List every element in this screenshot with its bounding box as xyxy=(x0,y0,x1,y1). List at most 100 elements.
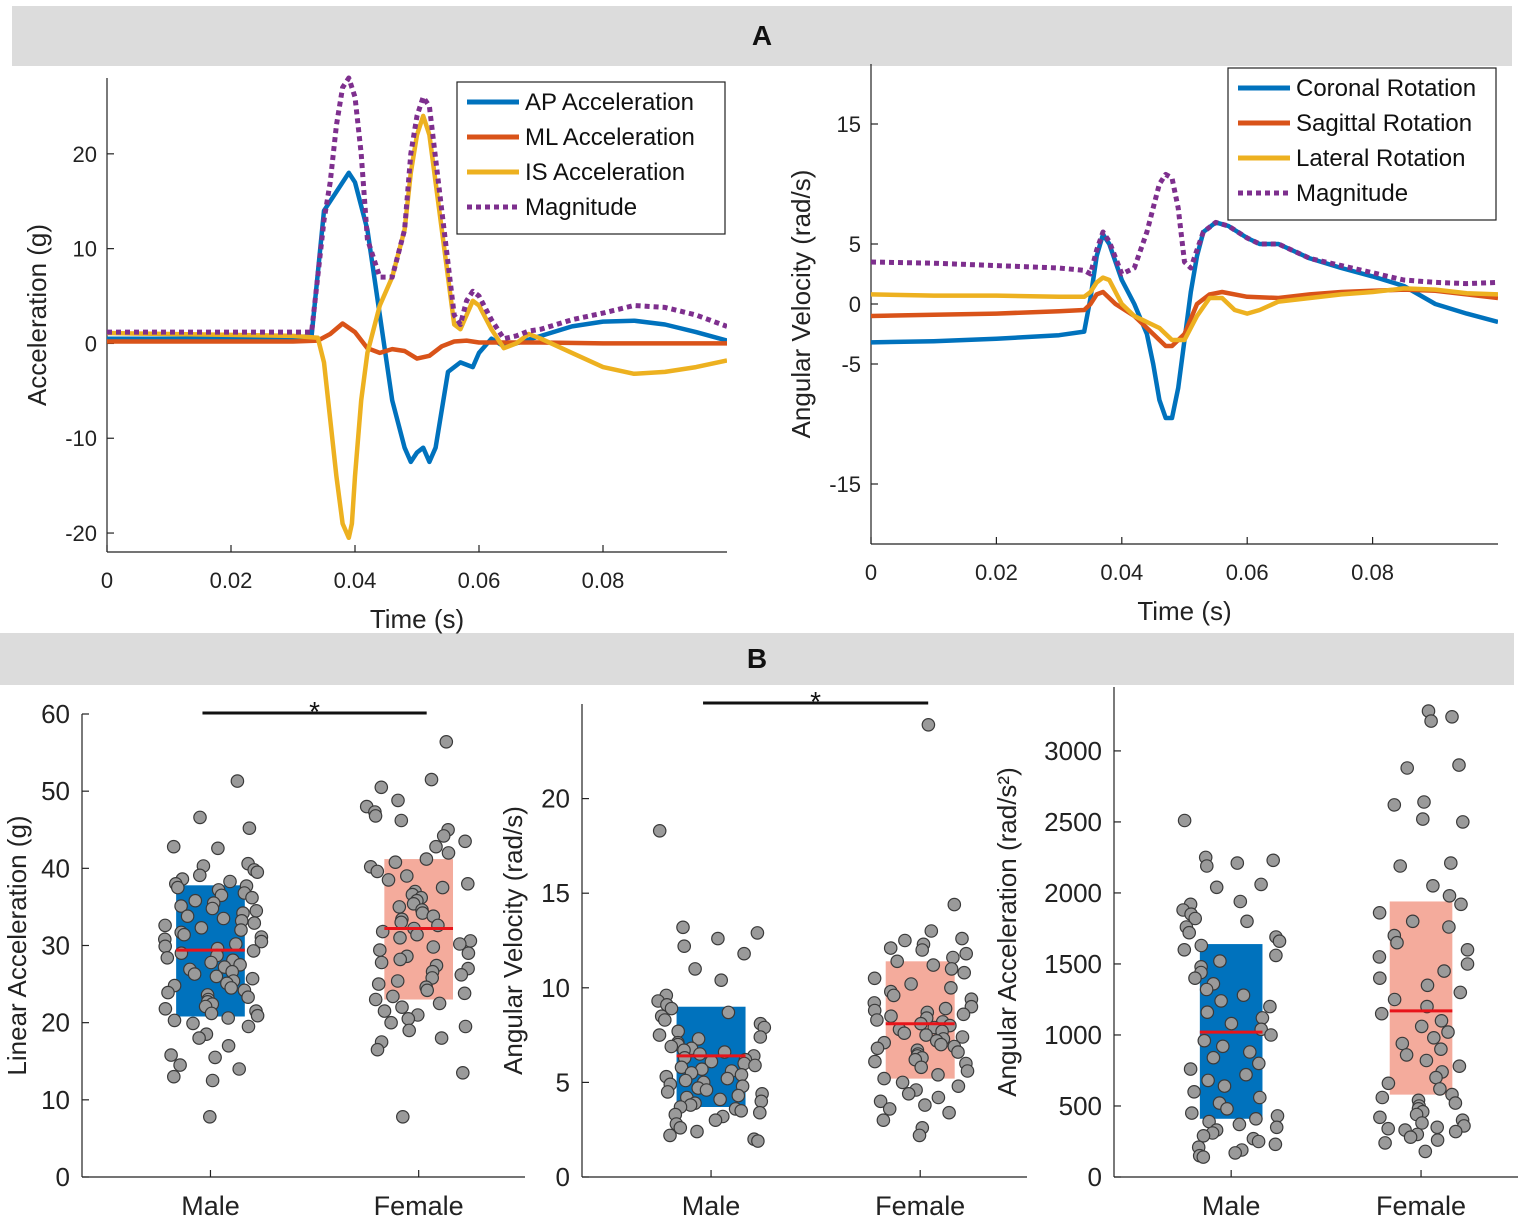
angacc_box-point-male xyxy=(1209,880,1224,895)
angvel_box-y-axis-title: Angular Velocity (rad/s) xyxy=(498,806,528,1075)
angacc_box-point-female xyxy=(1437,964,1451,978)
panel-a-label: A xyxy=(751,20,773,51)
angacc_box-point-female xyxy=(1381,1076,1396,1091)
panel-b-label: B xyxy=(746,643,768,674)
linacc-point-female xyxy=(394,813,409,828)
angvel_box-point-male xyxy=(663,1128,677,1143)
linacc-point-female xyxy=(399,869,414,883)
linacc-point-female xyxy=(439,734,454,749)
angacc_box-point-male xyxy=(1188,911,1202,926)
angacc_box-point-female xyxy=(1442,888,1457,903)
angacc_box-point-male xyxy=(1232,1117,1247,1132)
linacc-point-female xyxy=(371,977,386,991)
accel-series-is-acceleration xyxy=(107,113,727,541)
angacc_box-point-female xyxy=(1454,897,1468,912)
angacc_box-chart: 0 500 1000 1500 2000 2500 3000 Male Female Angula… xyxy=(992,687,1518,1221)
angacc_box-point-male xyxy=(1220,1102,1234,1116)
angacc_box-point-male xyxy=(1252,1056,1266,1071)
angvel_box-category-label-female: Female xyxy=(875,1191,965,1221)
linacc-point-female xyxy=(454,967,469,982)
linacc-category-label-male: Male xyxy=(181,1191,240,1221)
angacc_box-point-male xyxy=(1249,1112,1263,1126)
angacc_box-point-female xyxy=(1441,1025,1455,1039)
angvel_box-point-female xyxy=(931,1068,945,1082)
angvel_box-point-female xyxy=(873,1094,888,1109)
angvel_box-point-female xyxy=(938,1001,953,1016)
angacc_box-category-label-female: Female xyxy=(1376,1191,1466,1221)
angacc_box-point-male xyxy=(1196,1150,1211,1164)
angvel_box-point-female xyxy=(944,980,958,995)
angvel-x-tick-label: 0 xyxy=(865,560,877,585)
angacc_box-point-female xyxy=(1399,1048,1414,1062)
angacc_box-point-male xyxy=(1177,942,1192,957)
linacc-point-male xyxy=(167,1069,181,1084)
angvel_box-y-tick-label: 5 xyxy=(556,1067,570,1097)
linacc-y-tick-label: 10 xyxy=(41,1085,70,1115)
angacc_box-point-male xyxy=(1188,971,1202,985)
angacc_box-category-label-male: Male xyxy=(1202,1191,1261,1221)
angacc_box-y-tick-label: 3000 xyxy=(1044,736,1102,766)
accel-series-ml-acceleration xyxy=(107,321,727,361)
angvel_box-point-female xyxy=(870,1013,884,1027)
angvel_box-chart: 0 5 10 15 20 Male Female Angular Velocity (rad/… xyxy=(498,686,1027,1221)
panel-b-header: B xyxy=(0,633,1514,685)
linacc-point-female xyxy=(390,974,405,988)
accel-y-tick-label: 20 xyxy=(73,142,97,167)
accel-y-tick-label: 10 xyxy=(73,237,97,262)
angvel_box-point-female xyxy=(924,924,939,938)
angacc_box-point-male xyxy=(1200,859,1214,873)
angacc_box-point-male xyxy=(1239,1067,1253,1082)
angvel_box-point-female xyxy=(890,954,904,969)
angacc_box-point-female xyxy=(1433,1082,1447,1096)
linacc-point-male xyxy=(224,981,238,995)
linacc-point-female xyxy=(419,852,434,866)
angacc_box-point-female xyxy=(1452,1059,1467,1073)
accel-y-tick-label: -10 xyxy=(65,426,97,451)
angacc_box-point-male xyxy=(1214,994,1228,1008)
angacc_box-y-tick-label: 1000 xyxy=(1044,1020,1102,1050)
angacc_box-y-tick-label: 2000 xyxy=(1044,878,1102,908)
angacc_box-point-female xyxy=(1400,761,1414,775)
linacc-point-male xyxy=(158,918,172,933)
angvel_box-point-male xyxy=(751,1134,765,1148)
linacc-point-female xyxy=(402,1023,416,1038)
angacc_box-point-female xyxy=(1460,942,1475,957)
linacc-point-male xyxy=(204,1006,219,1021)
angvel_box-point-male xyxy=(676,920,690,935)
linacc-category-label-female: Female xyxy=(374,1191,464,1221)
angacc_box-point-female xyxy=(1381,1121,1395,1136)
accel-y-tick-label: 0 xyxy=(85,331,97,356)
angvel_box-point-male xyxy=(690,1124,704,1139)
linacc-point-female xyxy=(386,989,400,1004)
angvel_box-point-male xyxy=(660,1085,675,1099)
angacc_box-point-female xyxy=(1372,905,1387,920)
angacc_box-point-female xyxy=(1375,1090,1390,1105)
linacc-point-male xyxy=(242,821,257,835)
angvel_box-point-male xyxy=(699,1083,714,1097)
linacc-point-female xyxy=(434,1031,449,1045)
linacc-y-tick-label: 50 xyxy=(41,776,70,806)
angacc_box-y-tick-label: 500 xyxy=(1059,1091,1102,1121)
accel-legend-label: AP Acceleration xyxy=(525,89,694,116)
linacc-point-female xyxy=(395,1110,410,1124)
angvel_box-point-female xyxy=(951,1079,966,1093)
linacc-point-female xyxy=(455,1066,470,1080)
linacc-point-male xyxy=(166,839,181,854)
angvel_box-point-male xyxy=(708,1113,723,1127)
angacc_box-point-male xyxy=(1268,1137,1283,1152)
angvel_box-point-male xyxy=(691,1032,706,1046)
angacc_box-point-male xyxy=(1200,1005,1215,1019)
angacc_box-point-male xyxy=(1270,1109,1285,1123)
angvel_box-y-tick-label: 0 xyxy=(556,1162,570,1192)
linacc-point-female xyxy=(374,780,389,795)
angacc_box-point-male xyxy=(1224,1016,1239,1031)
angacc_box-point-female xyxy=(1452,758,1466,772)
angacc_box-point-female xyxy=(1393,859,1407,873)
angacc_box-point-female xyxy=(1420,978,1435,993)
angvel_box-significance-star: * xyxy=(810,686,821,717)
linacc-point-male xyxy=(209,969,224,984)
angacc_box-point-male xyxy=(1251,1134,1266,1149)
angacc_box-point-female xyxy=(1414,1019,1429,1034)
angvel_box-point-female xyxy=(904,977,918,991)
